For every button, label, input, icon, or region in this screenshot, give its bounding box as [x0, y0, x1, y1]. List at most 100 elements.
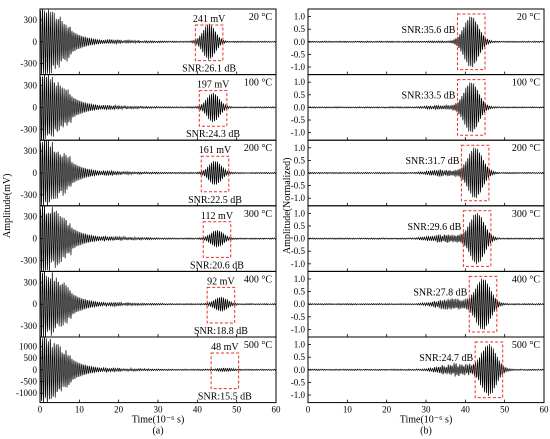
peak-label: 48 mV	[211, 342, 239, 353]
subplot-a-6: 1000 500 0 -500-1000 500 °C 48 mV SNR:15.5 dB	[16, 336, 277, 404]
peak-label: 92 mV	[207, 276, 235, 287]
highlight-box	[200, 155, 230, 193]
y-tick-label: 300	[24, 277, 38, 287]
y-tick-label: 0	[33, 299, 38, 309]
y-tick-label: 1.0	[294, 77, 306, 87]
snr-label: SNR:35.6 dB	[402, 25, 456, 36]
y-tick-label: 0.0	[294, 168, 306, 178]
y-tick-label: 0	[33, 37, 38, 47]
y-tick-label: 500	[24, 353, 38, 363]
snr-label: SNR:22.5 dB	[188, 195, 242, 206]
highlight-box	[456, 79, 486, 136]
snr-label: SNR:18.8 dB	[194, 326, 248, 337]
x-tick-label: 40	[193, 405, 203, 415]
highlight-box	[198, 90, 228, 127]
series-line	[40, 271, 276, 337]
peak-label: 112 mV	[201, 211, 234, 222]
y-tick-label: 0.5	[294, 221, 306, 231]
temperature-label: 500 °C	[244, 340, 272, 351]
y-tick-label: -0.5	[291, 115, 306, 125]
y-axis-label: Amplitude(Normalized)	[282, 157, 293, 254]
highlight-box	[206, 286, 236, 324]
temperature-label: 300 °C	[244, 209, 272, 220]
temperature-label: 20 °C	[249, 12, 272, 23]
panel-label: (b)	[420, 426, 432, 437]
snr-label: SNR:24.7 dB	[419, 353, 473, 364]
y-tick-label: 0.0	[294, 299, 306, 309]
highlight-box	[194, 24, 224, 62]
y-tick-label: -300	[21, 255, 38, 265]
temperature-label: 400 °C	[244, 274, 272, 285]
y-tick-label: 0	[33, 234, 38, 244]
series-line	[308, 212, 544, 265]
subplot-b-4: 1.0 0.5 0.0 -0.5 -1.0 300 °C SNR:29.6 dB	[291, 205, 545, 272]
subplot-b-3: 1.0 0.5 0.0 -0.5 -1.0 200 °C SNR:31.7 dB	[291, 139, 545, 207]
x-tick-label: 30	[422, 405, 432, 415]
snr-label: SNR:20.6 dB	[190, 260, 244, 271]
temperature-label: 200 °C	[512, 143, 540, 154]
y-tick-label: 0.5	[294, 155, 306, 165]
highlight-box	[456, 13, 486, 71]
y-tick-label: 0	[33, 365, 38, 375]
x-tick-label: 20	[382, 405, 392, 415]
snr-label: SNR:27.8 dB	[413, 287, 467, 298]
subplot-b-6: 1.0 0.5 0.0 -0.5 -1.0 500 °C SNR:24.7 dB	[291, 336, 545, 404]
series-line	[308, 147, 544, 199]
highlight-box	[474, 341, 504, 399]
temperature-label: 100 °C	[244, 78, 272, 89]
subplot-b-5: 1.0 0.5 0.0 -0.5 -1.0 400 °C SNR:27.8 dB	[291, 270, 545, 338]
temperature-label: 100 °C	[512, 78, 540, 89]
x-tick-label: 60	[272, 405, 282, 415]
y-tick-label: 0.0	[294, 365, 306, 375]
y-tick-label: 300	[24, 15, 38, 25]
y-tick-label: -0.5	[291, 246, 306, 256]
x-tick-label: 0	[38, 405, 43, 415]
y-axis-label: Amplitude(mV)	[2, 174, 13, 238]
x-tick-label: 40	[461, 405, 471, 415]
snr-label: SNR:29.6 dB	[407, 222, 461, 233]
y-tick-label: 300	[24, 146, 38, 156]
y-tick-label: 1.0	[294, 340, 306, 350]
x-tick-label: 20	[114, 405, 124, 415]
panel-label: (a)	[152, 426, 163, 437]
peak-label: 161 mV	[199, 145, 232, 156]
y-tick-label: 0.0	[294, 37, 306, 47]
x-axis-label: Time(10⁻⁶ s)	[400, 415, 453, 426]
subplot-b-2: 1.0 0.5 0.0 -0.5 -1.0 100 °C SNR:33.5 dB	[291, 74, 545, 141]
highlight-box	[460, 144, 490, 202]
series-line	[308, 278, 544, 330]
temperature-label: 400 °C	[512, 274, 540, 285]
subplot-a-5: 300 0 -300 400 °C 92 mV SNR:18.8 dB	[21, 270, 277, 338]
y-tick-label: 300	[24, 81, 38, 91]
y-tick-label: 1.0	[294, 208, 306, 218]
x-tick-label: 10	[343, 405, 353, 415]
y-tick-label: -1.0	[291, 193, 306, 203]
y-tick-label: -300	[21, 59, 38, 69]
x-tick-label: 60	[540, 405, 550, 415]
y-tick-label: 1.0	[294, 12, 306, 22]
y-tick-label: 1.0	[294, 274, 306, 284]
series-line	[40, 9, 276, 75]
panel-b: 1.0 0.5 0.0 -0.5 -1.0 20 °C SNR:35.6 dB 1.0 0.5 0…	[282, 8, 550, 437]
y-tick-label: 1000	[19, 341, 38, 351]
subplot-a-3: 300 0 -300 200 °C 161 mV SNR:22.5 dB	[21, 139, 277, 207]
x-tick-label: 10	[75, 405, 85, 415]
y-tick-label: -0.5	[291, 181, 306, 191]
highlight-box	[462, 210, 492, 267]
snr-label: SNR:33.5 dB	[402, 91, 456, 102]
temperature-label: 300 °C	[512, 209, 540, 220]
series-line	[40, 74, 276, 141]
subplot-b-1: 1.0 0.5 0.0 -0.5 -1.0 20 °C SNR:35.6 dB	[291, 8, 545, 76]
y-tick-label: -1.0	[291, 324, 306, 334]
y-tick-label: 1.0	[294, 143, 306, 153]
highlight-box	[210, 352, 240, 390]
y-tick-label: -1000	[16, 388, 37, 398]
y-tick-label: -300	[21, 124, 38, 134]
x-tick-label: 30	[154, 405, 164, 415]
y-tick-label: 0.5	[294, 287, 306, 297]
x-tick-label: 0	[306, 405, 311, 415]
subplot-a-2: 300 0 -300 100 °C 197 mV SNR:24.3 dB	[21, 74, 277, 141]
subplot-a-4: 300 0 -300 300 °C 112 mV SNR:20.6 dB	[21, 205, 277, 272]
series-line	[40, 140, 276, 206]
series-line	[308, 343, 544, 396]
